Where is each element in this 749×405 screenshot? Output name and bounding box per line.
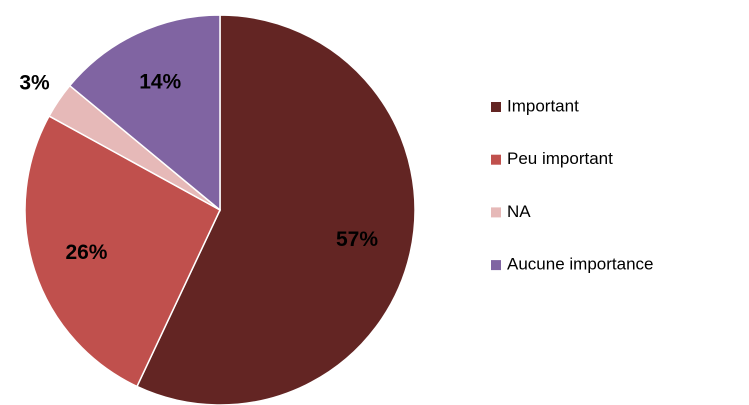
legend-label: Aucune importance — [507, 255, 653, 274]
legend-swatch — [491, 102, 501, 112]
legend-label: NA — [507, 202, 531, 221]
pie-slice — [68, 14, 221, 212]
legend-swatch — [491, 260, 501, 271]
legend-label: Peu important — [507, 149, 613, 168]
data-label: 3% — [19, 71, 50, 94]
legend-swatch — [491, 154, 501, 165]
data-label: 14% — [139, 71, 181, 94]
legend-swatch — [491, 207, 501, 218]
data-label: 57% — [336, 228, 378, 251]
data-label: 26% — [65, 241, 107, 264]
pie-slice — [135, 14, 416, 405]
legend-label: Important — [507, 96, 579, 115]
